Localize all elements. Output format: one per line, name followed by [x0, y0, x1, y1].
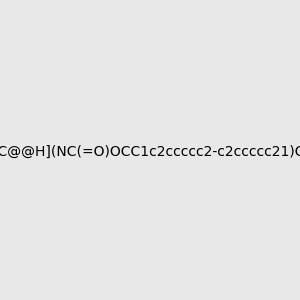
Text: O=C(O)[C@@H](NC(=O)OCC1c2ccccc2-c2ccccc21)CCC1CCN(: O=C(O)[C@@H](NC(=O)OCC1c2ccccc2-c2ccccc2…: [0, 145, 300, 158]
